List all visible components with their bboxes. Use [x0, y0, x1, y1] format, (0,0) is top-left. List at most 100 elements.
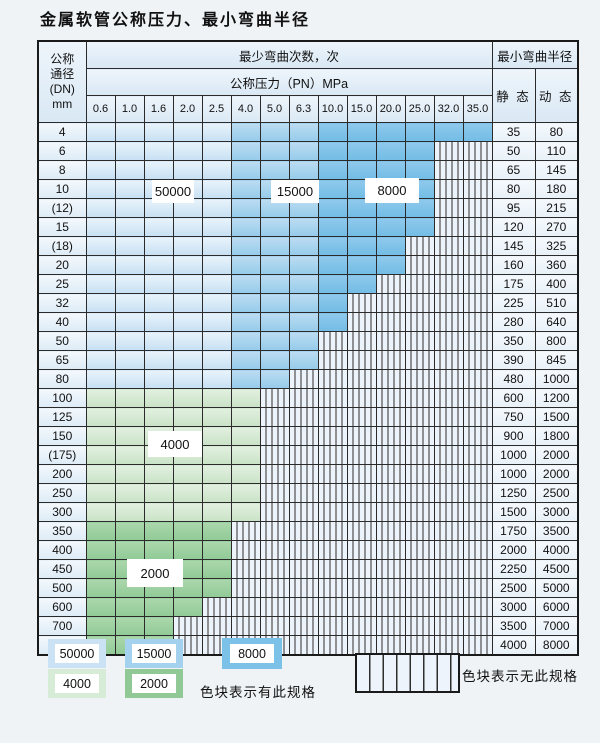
no-spec-cell [462, 293, 493, 313]
no-spec-cell [317, 445, 348, 465]
no-spec-cell [404, 502, 435, 522]
table-row: (175) 1000 2000 [37, 445, 579, 465]
spec-cell [85, 502, 116, 522]
static-value-cell: 80 [491, 179, 536, 199]
static-value-cell: 280 [491, 312, 536, 332]
spec-cell [201, 407, 232, 427]
static-value-cell: 1500 [491, 502, 536, 522]
no-spec-cell [288, 578, 319, 598]
dn-cell: 65 [37, 350, 87, 370]
no-spec-cell [462, 502, 493, 522]
spec-cell [85, 540, 116, 560]
no-spec-cell [404, 445, 435, 465]
spec-cell [201, 160, 232, 180]
no-spec-cell [462, 255, 493, 275]
legend-has-spec-text: 色块表示有此规格 [200, 685, 316, 700]
spec-cell [143, 312, 174, 332]
spec-cell [288, 141, 319, 161]
spec-cell [85, 217, 116, 237]
no-spec-cell [433, 464, 464, 484]
static-value-cell: 2500 [491, 578, 536, 598]
spec-cell [288, 198, 319, 218]
static-value-cell: 225 [491, 293, 536, 313]
dynamic-value-cell: 80 [534, 122, 579, 142]
no-spec-cell [375, 426, 406, 446]
no-spec-cell [375, 464, 406, 484]
no-spec-cell [433, 426, 464, 446]
spec-cell [85, 407, 116, 427]
spec-table: 公称 通径 (DN) mm 最少弯曲次数，次 最小弯曲半径 公称压力（PN）MP… [37, 40, 579, 656]
static-value-cell: 175 [491, 274, 536, 294]
no-spec-cell [317, 559, 348, 579]
spec-cell [230, 483, 261, 503]
spec-cell [172, 483, 203, 503]
spec-cell [85, 616, 116, 636]
dynamic-value-cell: 4500 [534, 559, 579, 579]
no-spec-cell [346, 616, 377, 636]
spec-cell [114, 502, 145, 522]
spec-cell [462, 122, 493, 142]
no-spec-cell [317, 369, 348, 389]
no-spec-cell [433, 274, 464, 294]
no-spec-cell [346, 445, 377, 465]
static-value-cell: 1000 [491, 464, 536, 484]
spec-cell [172, 388, 203, 408]
spec-cell [288, 274, 319, 294]
table-row: 150 900 1800 [37, 426, 579, 446]
no-spec-cell [375, 369, 406, 389]
no-spec-cell [288, 502, 319, 522]
no-spec-cell [288, 616, 319, 636]
spec-cell [85, 122, 116, 142]
spec-cell [143, 255, 174, 275]
table-row: 500 2500 5000 [37, 578, 579, 598]
spec-cell [288, 122, 319, 142]
no-spec-cell [433, 198, 464, 218]
table-row: (18) 145 325 [37, 236, 579, 256]
spec-cell [114, 255, 145, 275]
spec-cell [85, 483, 116, 503]
spec-cell [201, 255, 232, 275]
dn-cell: 15 [37, 217, 87, 237]
spec-cell [114, 350, 145, 370]
no-spec-cell [404, 635, 435, 656]
no-spec-cell [433, 559, 464, 579]
dynamic-value-cell: 400 [534, 274, 579, 294]
spec-cell [288, 217, 319, 237]
no-spec-cell [259, 540, 290, 560]
spec-cell [230, 502, 261, 522]
spec-cell [143, 521, 174, 541]
dynamic-value-cell: 8000 [534, 635, 579, 656]
pressure-header: 公称压力（PN）MPa [85, 68, 493, 96]
no-spec-cell [375, 559, 406, 579]
dynamic-value-cell: 270 [534, 217, 579, 237]
spec-cell [375, 122, 406, 142]
spec-cell [375, 236, 406, 256]
legend-no-spec-swatch [355, 653, 460, 693]
no-spec-cell [433, 179, 464, 199]
spec-cell [201, 350, 232, 370]
spec-cell [201, 217, 232, 237]
no-spec-cell [375, 293, 406, 313]
spec-cell [143, 597, 174, 617]
no-spec-cell [375, 483, 406, 503]
no-spec-cell [317, 578, 348, 598]
spec-cell [85, 160, 116, 180]
dn-cell: 300 [37, 502, 87, 522]
zone-label-2000: 2000 [127, 559, 183, 587]
no-spec-cell [346, 293, 377, 313]
spec-cell [404, 217, 435, 237]
dn-cell: 150 [37, 426, 87, 446]
no-spec-cell [172, 616, 203, 636]
no-spec-cell [404, 407, 435, 427]
static-value-cell: 2250 [491, 559, 536, 579]
spec-cell [317, 179, 348, 199]
dynamic-value-cell: 640 [534, 312, 579, 332]
spec-cell [143, 464, 174, 484]
no-spec-cell [433, 350, 464, 370]
dn-cell: 80 [37, 369, 87, 389]
spec-cell [114, 312, 145, 332]
dn-cell: 800 [37, 635, 87, 656]
table-row: 8 65 145 [37, 160, 579, 180]
table-row: 65 390 845 [37, 350, 579, 370]
no-spec-cell [433, 597, 464, 617]
